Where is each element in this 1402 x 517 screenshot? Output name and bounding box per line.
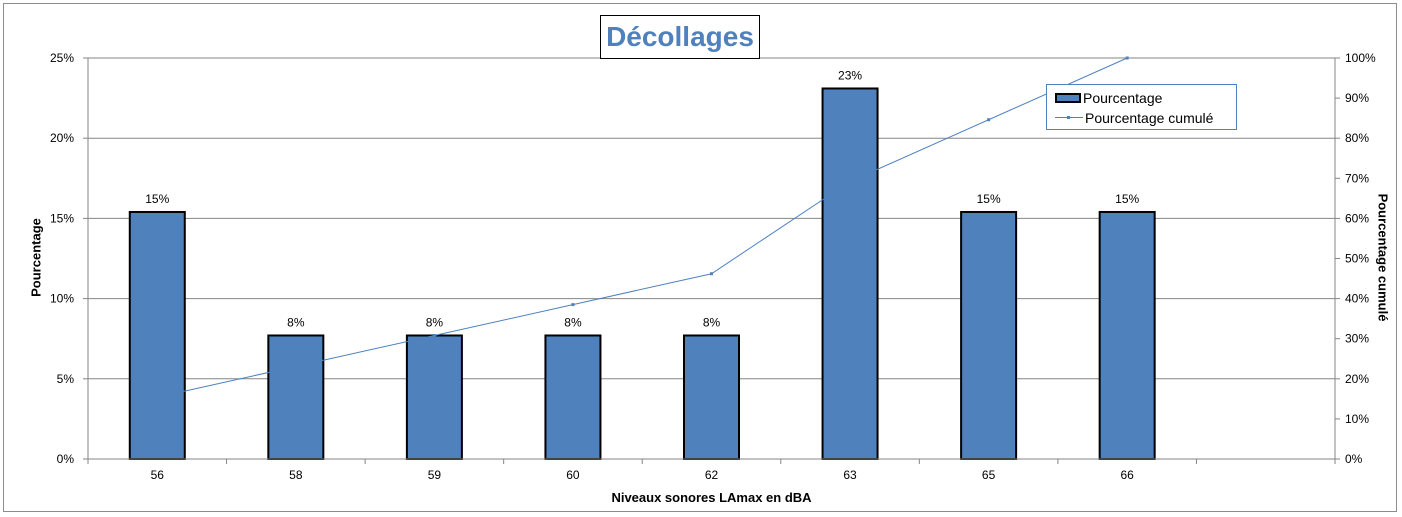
legend-item-line: Pourcentage cumulé <box>1055 109 1213 127</box>
x-tick-label: 62 <box>705 468 719 482</box>
y-axis-title: Pourcentage <box>28 218 44 297</box>
cumulative-line <box>157 57 1128 398</box>
y-tick-label: 0% <box>57 452 75 466</box>
bar-data-label: 8% <box>426 315 444 329</box>
x-tick-label: 60 <box>566 468 580 482</box>
bar <box>544 334 602 461</box>
line-point <box>1125 56 1129 60</box>
bar-data-label: 15% <box>977 192 1001 206</box>
y2-axis-title: Pourcentage cumulé <box>1375 193 1391 322</box>
x-tick-label: 66 <box>1120 468 1134 482</box>
y-tick-label: 25% <box>50 51 74 65</box>
bar <box>960 210 1018 460</box>
y2-tick-label: 60% <box>1345 211 1369 225</box>
line-point <box>155 395 159 399</box>
legend-item-bar: Pourcentage <box>1055 89 1162 107</box>
legend-label-line: Pourcentage cumulé <box>1085 110 1214 126</box>
y-tick-label: 20% <box>50 131 74 145</box>
y2-tick-label: 30% <box>1345 332 1369 346</box>
line-point <box>571 303 575 307</box>
bar-data-label: 8% <box>564 315 582 329</box>
axes <box>83 57 1340 464</box>
line-point <box>710 272 713 276</box>
x-axis-title: Niveaux sonores LAmax en dBA <box>611 490 812 505</box>
bar <box>1098 210 1156 460</box>
bar-data-label: 15% <box>1115 192 1139 206</box>
bar <box>267 334 325 461</box>
bar <box>683 334 740 461</box>
bar <box>821 87 879 460</box>
y2-tick-label: 40% <box>1345 292 1369 306</box>
cumulative-line-series <box>155 56 1129 399</box>
bar <box>128 210 186 460</box>
y2-tick-label: 70% <box>1345 171 1369 185</box>
x-tick-label: 56 <box>151 468 165 482</box>
tick-labels: 0% 5% 10% 15% 20% 25% 0% 10% 20% 30% 40% 50% 60% 70% 8… <box>50 51 1376 482</box>
x-tick-label: 58 <box>289 468 303 482</box>
bar-data-label: 8% <box>703 315 721 329</box>
legend-line-swatch <box>1055 113 1083 123</box>
y-tick-label: 15% <box>50 211 74 225</box>
legend-bar-swatch <box>1055 93 1081 103</box>
y-tick-label: 10% <box>50 292 74 306</box>
y2-tick-label: 90% <box>1345 91 1369 105</box>
y-tick-label: 5% <box>57 372 75 386</box>
y2-tick-label: 10% <box>1345 412 1369 426</box>
chart-title: Décollages <box>606 21 754 52</box>
y2-tick-label: 80% <box>1345 131 1369 145</box>
x-tick-label: 59 <box>428 468 442 482</box>
x-tick-label: 63 <box>843 468 857 482</box>
legend-label-bar: Pourcentage <box>1083 90 1163 106</box>
bar-data-label: 23% <box>838 68 862 82</box>
y2-tick-label: 0% <box>1345 452 1363 466</box>
line-point <box>848 180 852 184</box>
y2-tick-label: 20% <box>1345 372 1369 386</box>
y2-tick-label: 50% <box>1345 252 1369 266</box>
bar-data-label: 15% <box>145 192 169 206</box>
chart-title-box: Décollages <box>600 15 760 59</box>
legend: Pourcentage Pourcentage cumulé <box>1046 84 1237 130</box>
line-point <box>987 118 991 122</box>
x-tick-label: 65 <box>982 468 996 482</box>
line-point <box>432 333 436 337</box>
bar-data-label: 8% <box>287 315 305 329</box>
line-point <box>294 364 298 368</box>
bar-series <box>128 87 1156 461</box>
y2-tick-label: 100% <box>1345 51 1376 65</box>
bar <box>405 334 463 461</box>
